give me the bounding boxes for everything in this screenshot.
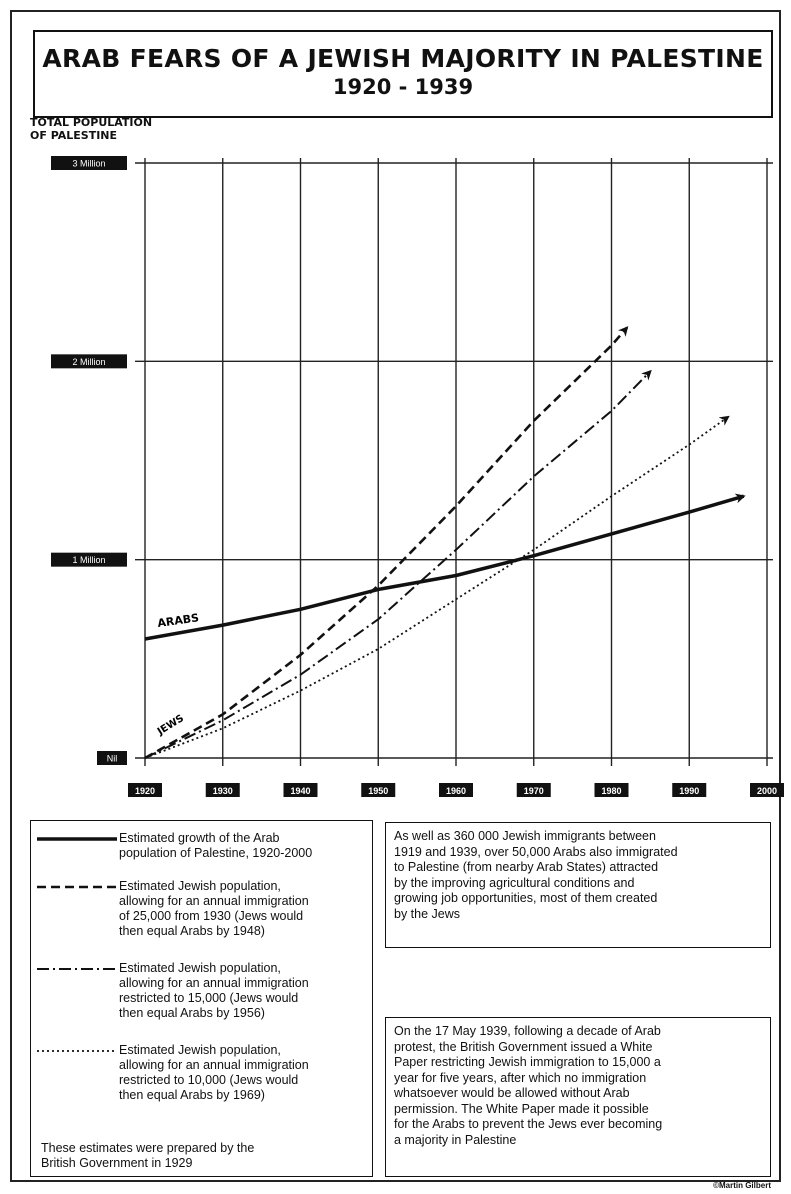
y-tick-2: 2 Million (51, 354, 127, 369)
title-box: ARAB FEARS OF A JEWISH MAJORITY IN PALES… (33, 30, 773, 118)
legend-swatch-solid (37, 837, 117, 841)
legend-swatch-dashed (37, 885, 117, 889)
chart-title: ARAB FEARS OF A JEWISH MAJORITY IN PALES… (42, 44, 764, 73)
x-tick-label: 1930 (213, 786, 233, 796)
y-tick-0: Nil (97, 751, 127, 765)
x-tick-1950: 1950 (361, 783, 396, 797)
x-tick-bg (283, 783, 318, 797)
y-axis-title: TOTAL POPULATION OF PALESTINE (30, 116, 153, 142)
y-tick-label: 3 Million (72, 159, 105, 169)
legend-text: Estimated Jewish population, allowing fo… (119, 879, 309, 938)
x-tick-bg (672, 783, 707, 797)
legend-text: Estimated Jewish population, allowing fo… (119, 961, 309, 1020)
population-chart: 1920 1930 1940 1950 1960 1970 1980 1990 2000 Nil 1… (51, 156, 784, 797)
chart-subtitle: 1920 - 1939 (332, 75, 474, 99)
credit: ©Martin Gilbert (713, 1181, 771, 1190)
series-line-dashdot (144, 369, 652, 759)
x-tick-bg (128, 783, 162, 797)
series-line-solid (144, 493, 746, 641)
x-tick-bg (439, 783, 473, 797)
x-tick-bg (594, 783, 629, 797)
x-tick-bg (361, 783, 396, 797)
legend-text: Estimated Jewish population, allowing fo… (119, 1043, 309, 1102)
white-paper-note: On the 17 May 1939, following a decade o… (385, 1017, 771, 1177)
page-frame (10, 10, 781, 1182)
x-tick-label: 1920 (135, 786, 155, 796)
line-label-jews: JEWS (155, 713, 186, 738)
x-tick-1920: 1920 (128, 783, 162, 797)
y-tick-label: 1 Million (72, 555, 105, 565)
series-line-dashed (144, 326, 629, 760)
y-tick-bg (97, 751, 127, 765)
legend-swatch-dashdot (37, 968, 117, 970)
y-tick-bg (51, 156, 127, 170)
x-tick-1960: 1960 (439, 783, 473, 797)
x-tick-bg (516, 783, 551, 797)
x-tick-1970: 1970 (516, 783, 551, 797)
x-tick-1990: 1990 (672, 783, 707, 797)
x-tick-label: 2000 (757, 786, 777, 796)
legend-footnote: These estimates were prepared by the Bri… (41, 1141, 255, 1170)
legend-swatch-dotted (37, 1050, 117, 1052)
x-tick-2000: 2000 (750, 783, 784, 797)
x-tick-label: 1990 (679, 786, 699, 796)
y-tick-3: 3 Million (51, 156, 127, 170)
x-tick-label: 1970 (524, 786, 544, 796)
series-line-dotted (144, 415, 730, 759)
x-tick-label: 1960 (446, 786, 466, 796)
y-tick-label: Nil (107, 754, 118, 764)
x-tick-label: 1940 (290, 786, 310, 796)
line-label-arabs: ARABS (157, 611, 200, 630)
x-tick-1940: 1940 (283, 783, 318, 797)
y-tick-label: 2 Million (72, 357, 105, 367)
x-tick-label: 1950 (368, 786, 388, 796)
x-tick-bg (205, 783, 240, 797)
x-tick-bg (750, 783, 784, 797)
immigration-note: As well as 360 000 Jewish immigrants bet… (385, 822, 771, 948)
x-tick-label: 1980 (601, 786, 621, 796)
x-tick-1980: 1980 (594, 783, 629, 797)
y-tick-bg (51, 552, 127, 567)
legend-text: Estimated growth of the Arab population … (119, 831, 313, 860)
legend-box: Estimated growth of the Arab population … (30, 820, 373, 1177)
x-tick-1930: 1930 (205, 783, 240, 797)
y-tick-1: 1 Million (51, 552, 127, 567)
y-tick-bg (51, 354, 127, 369)
